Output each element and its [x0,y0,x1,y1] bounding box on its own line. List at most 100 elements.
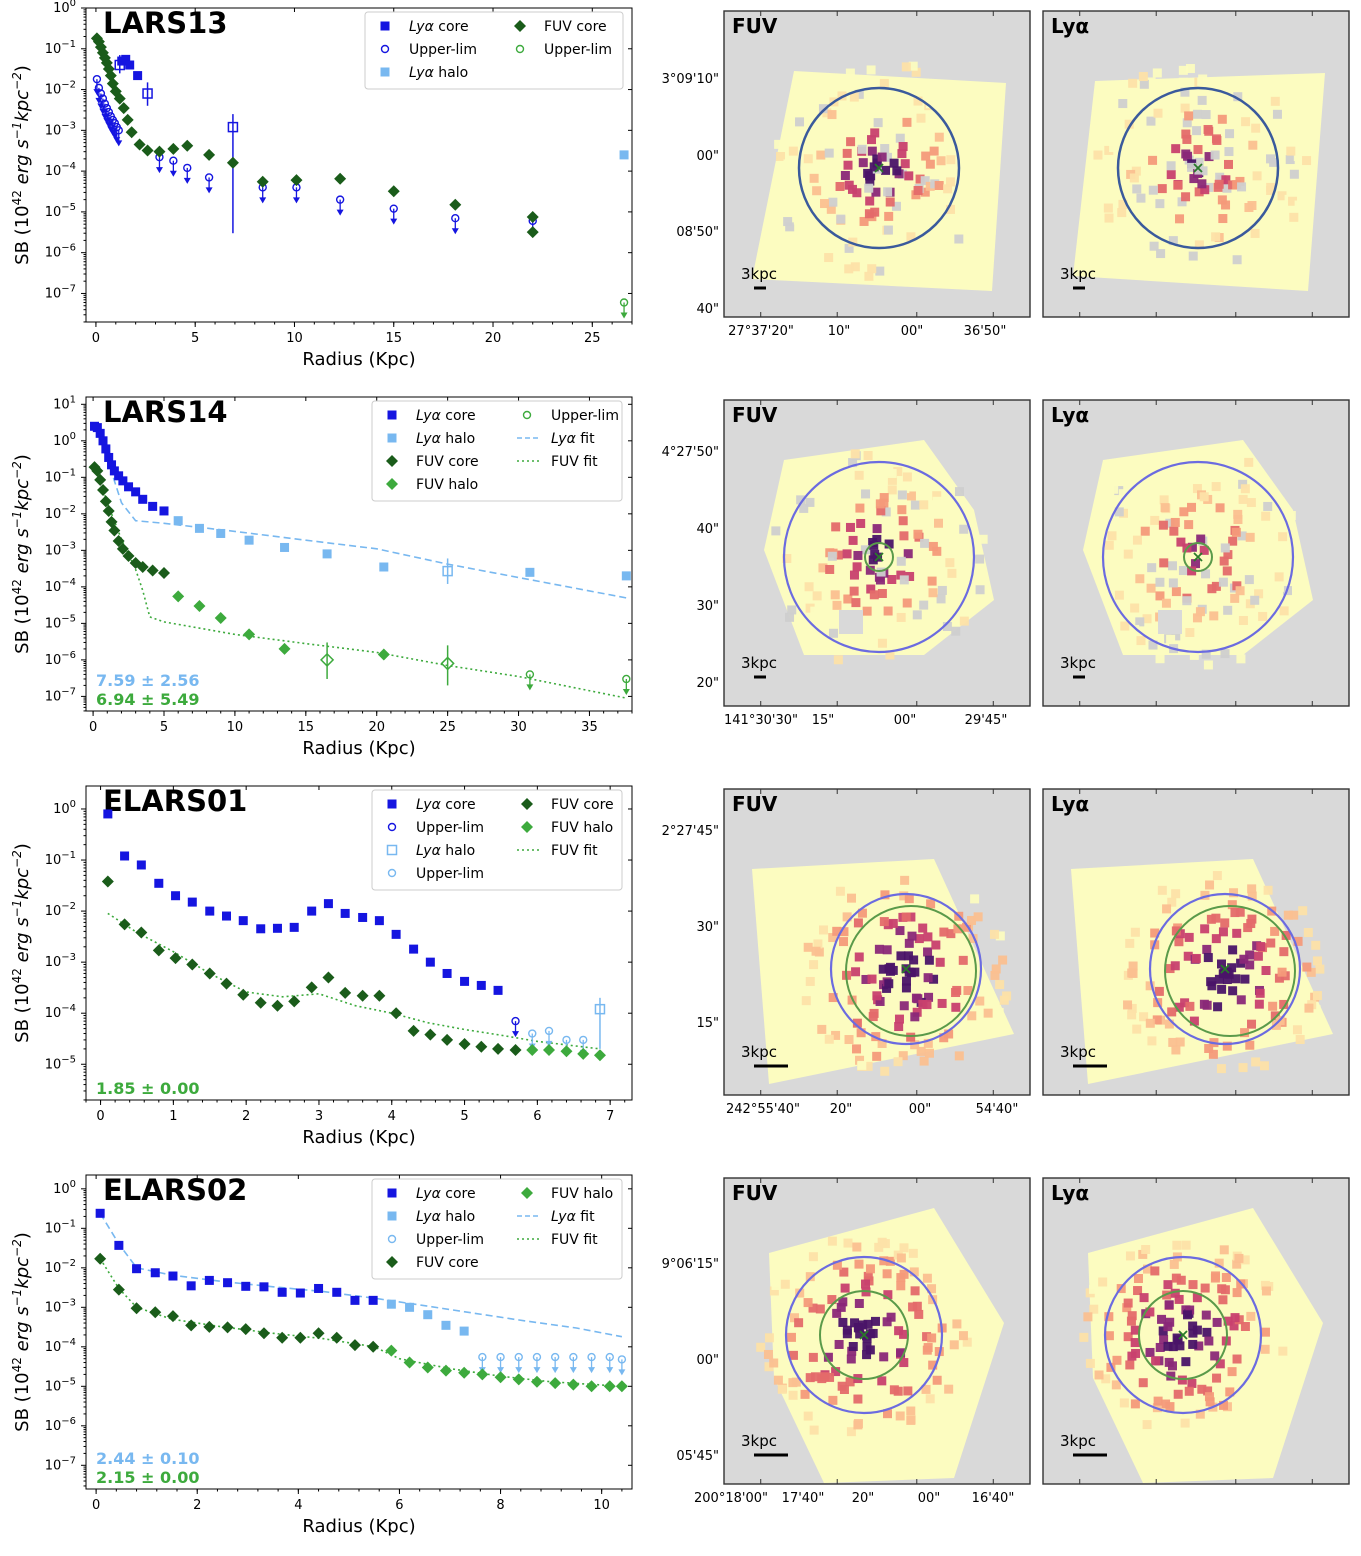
y-tick-label: 10−2 [45,80,76,98]
image-pixel [1212,1373,1222,1383]
image-pixel [875,996,885,1006]
image-pixel [1240,1028,1250,1038]
y-tick-label: 10−1 [45,850,76,868]
data-point [441,1320,451,1330]
image-pixel [1181,192,1191,202]
legend-label: FUV halo [416,477,478,493]
image-pixel [883,606,893,616]
data-point [227,121,239,133]
image-pixel [1184,111,1194,121]
image-pixel [1260,1344,1270,1354]
legend-label: Lyα halo [416,431,475,447]
data-point [94,1252,107,1265]
image-pixel [845,522,855,532]
data-point [458,1366,471,1379]
image-pixel [935,957,945,967]
image-pixel [932,546,942,556]
image-pixel [1118,199,1128,209]
image-pixel [894,1326,904,1336]
data-point [593,1049,606,1062]
image-pixel [897,149,907,159]
image-pixel [849,586,859,596]
image-pixel [1169,1259,1179,1269]
x-tick-label: 6 [395,1498,403,1513]
limit-arrow-head [618,1369,626,1376]
legend-label: Lyα core [416,1186,476,1202]
panel-title: FUV [732,403,778,427]
image-pixel [1210,1351,1220,1361]
dec-tick-label: 44°27'50" [661,445,719,460]
image-panels-lars13: FUV 3kpc Lyα 3kpc 13°09'10" 00" 08'50" 40" 27°37… [661,10,1350,339]
image-pixel [1089,1304,1099,1314]
image-pixel [1271,1020,1281,1030]
image-pixel [1163,1280,1173,1290]
y-tick-label: 10−7 [45,283,76,301]
scale-bar-label: 3kpc [1060,1043,1096,1061]
image-pixel [1230,593,1240,603]
y-tick-label: 10−7 [45,1455,76,1473]
legend-swatch [514,20,526,32]
image-pixel [975,996,985,1006]
image-pixel [883,187,893,197]
image-pixel [839,1385,849,1395]
image-pixel [1156,249,1166,259]
image-pixel [1214,974,1224,984]
image-pixel [877,152,887,162]
limit-arrow-head [551,1367,559,1374]
data-point [104,452,114,462]
image-pixel [1258,611,1268,621]
image-pixel [1274,582,1284,592]
image-pixel [842,912,852,922]
image-pixel [1298,576,1308,586]
image-pixel [923,1038,933,1048]
image-pixel [1179,507,1189,517]
image-pixel [1163,1322,1173,1332]
data-point [237,988,250,1001]
x-tick-label: 25 [584,331,601,346]
image-pixel [788,1390,798,1400]
image-pixel [1147,1036,1157,1046]
y-axis-label: SB (1042 erg s−1kpc−2) [10,65,33,265]
image-pixel [1235,907,1245,917]
limit-arrow-head [545,1040,553,1047]
image-pixel [1189,174,1199,184]
image-pixel [843,594,853,604]
scale-bar-label: 3kpc [741,654,777,672]
centre-cross-icon [1193,552,1203,562]
legend-label: Lyα halo [416,843,475,859]
image-pixel [884,964,894,974]
image-pixel [873,552,883,562]
image-pixel [835,181,845,191]
image-pixel [870,207,880,217]
data-point [259,1282,269,1292]
y-tick-label: 10−5 [45,1376,76,1394]
image-pixel [794,1318,804,1328]
image-pixel [1241,117,1251,127]
image-pixel [1135,617,1145,627]
image-pixel [1118,150,1128,160]
image-pixel [895,1411,905,1421]
image-pixel [901,976,911,986]
image-pixel [810,1372,820,1382]
data-point [154,878,164,888]
image-pixel [1130,927,1140,937]
image-pixel [817,1024,827,1034]
aperture-circle-halo [782,460,976,654]
image-pixel [925,1394,935,1404]
image-pixel [905,624,915,634]
image-pixel [811,946,821,956]
image-pixel [920,187,930,197]
image-pixel [980,185,990,195]
data-point [241,1281,251,1291]
image-pixel [896,1273,906,1283]
image-pixel [1173,1389,1183,1399]
data-point [121,113,134,126]
image-pixel [1185,628,1195,638]
image-pixel [1268,1001,1278,1011]
image-pixel [1155,577,1165,587]
data-point [136,860,146,870]
image-pixel [1188,1280,1198,1290]
image-pixel [1129,173,1139,183]
data-point [204,1275,214,1285]
data-point [271,999,284,1012]
